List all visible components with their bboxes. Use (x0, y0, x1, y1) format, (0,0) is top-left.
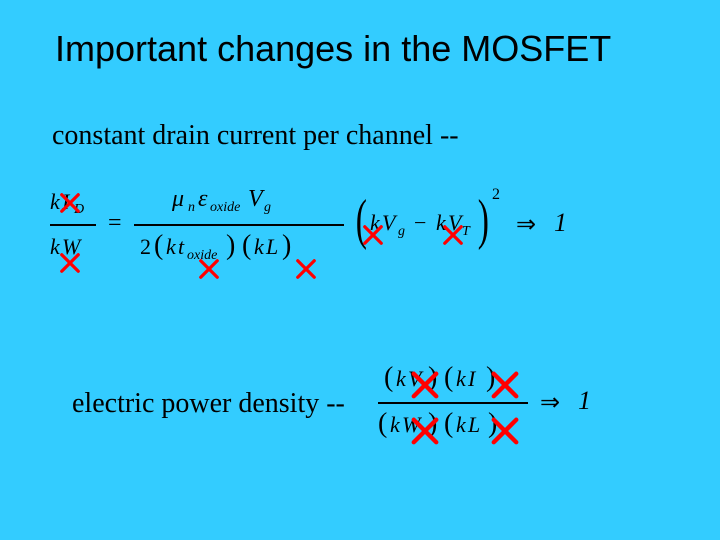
eq1-Dsub: D (74, 202, 84, 218)
eq2-rpnA: ) (428, 362, 437, 394)
eq1-frac-bar-main (134, 224, 344, 226)
eq2-one: 1 (578, 386, 591, 416)
eq2-kdW: k (390, 412, 400, 438)
page-title: Important changes in the MOSFET (55, 28, 611, 70)
eq1-sq: 2 (492, 186, 500, 204)
eq1-arrow: ⇒ (516, 210, 536, 239)
eq1-two: 2 (140, 234, 151, 260)
label-power-density: electric power density -- (72, 388, 345, 420)
eq2-arrow: ⇒ (540, 388, 560, 417)
eq1-L: L (266, 234, 278, 260)
label-constant-drain: constant drain current per channel -- (52, 120, 459, 152)
eq1-VT: V (448, 210, 461, 236)
equation-drain-current: k I D k W = μ n ε oxide V g 2 ( k t oxid… (50, 180, 590, 290)
eq1-bigL: ( (356, 188, 367, 252)
eq1-I: I (62, 189, 69, 215)
eq2-knV: k (396, 366, 406, 392)
eq1-eps: ε (198, 186, 207, 213)
eq2-Wd: W (402, 412, 420, 438)
eq2-frac-bar (378, 402, 528, 404)
eq1-bigR: ) (478, 188, 489, 252)
eq2-Vn: V (408, 366, 421, 392)
eq1-k1: k (50, 189, 60, 215)
eq2-lpdA: ( (378, 408, 387, 440)
slide: Important changes in the MOSFET constant… (0, 0, 720, 540)
eq2-rpdB: ) (488, 408, 497, 440)
eq2-In: I (468, 366, 475, 392)
eq1-equals: = (108, 210, 122, 237)
eq1-lpB: ( (242, 230, 251, 262)
eq2-rpdA: ) (428, 408, 437, 440)
eq1-kVT: k (436, 210, 446, 236)
eq1-W: W (62, 234, 80, 260)
eq1-frac-bar-left (50, 224, 96, 226)
eq1-lpA: ( (154, 230, 163, 262)
eq1-oxide1: oxide (210, 200, 240, 216)
eq1-g: g (398, 224, 405, 240)
eq1-Tsub: T (462, 224, 470, 240)
eq1-kL: k (254, 234, 264, 260)
eq1-g-top: g (264, 200, 271, 216)
eq2-rpnB: ) (486, 362, 495, 394)
eq1-one: 1 (554, 208, 567, 238)
eq1-Vg-top: V (248, 186, 263, 213)
eq1-kVg: k (370, 210, 380, 236)
eq1-n: n (188, 200, 195, 216)
eq2-kdL: k (456, 412, 466, 438)
eq2-Ld: L (468, 412, 480, 438)
eq1-oxide2: oxide (187, 248, 217, 264)
eq1-minus: − (414, 210, 426, 236)
eq1-k-tox: k (166, 234, 176, 260)
eq2-lpdB: ( (444, 408, 453, 440)
eq1-mu: μ (172, 186, 184, 213)
equation-power-density: ( k V ) ( k I ) ( k W ) ( k L ) ⇒ 1 (370, 360, 670, 460)
eq1-rpA: ) (226, 230, 235, 262)
eq1-Vg: V (382, 210, 395, 236)
eq1-k2: k (50, 234, 60, 260)
eq2-lpnA: ( (384, 362, 393, 394)
eq1-t: t (178, 234, 184, 260)
eq1-rpB: ) (282, 230, 291, 262)
eq2-lpnB: ( (444, 362, 453, 394)
eq2-knI: k (456, 366, 466, 392)
